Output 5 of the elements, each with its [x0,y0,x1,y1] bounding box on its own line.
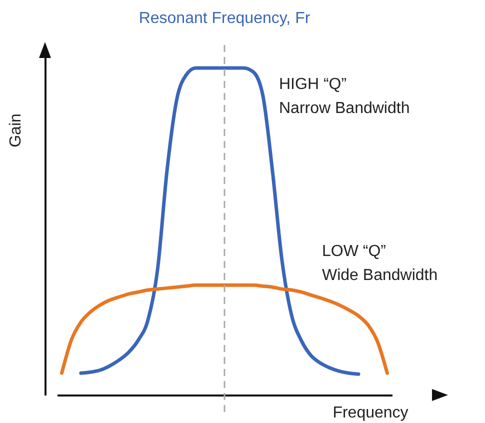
series-label: HIGH “Q” Narrow Bandwidth [279,76,410,117]
series-label: LOW “Q” Wide Bandwidth [322,243,438,284]
y-axis-title: Gain [8,114,24,148]
x-axis-title: Frequency [332,404,408,422]
text: Resonant Frequency, Fr [138,10,310,27]
